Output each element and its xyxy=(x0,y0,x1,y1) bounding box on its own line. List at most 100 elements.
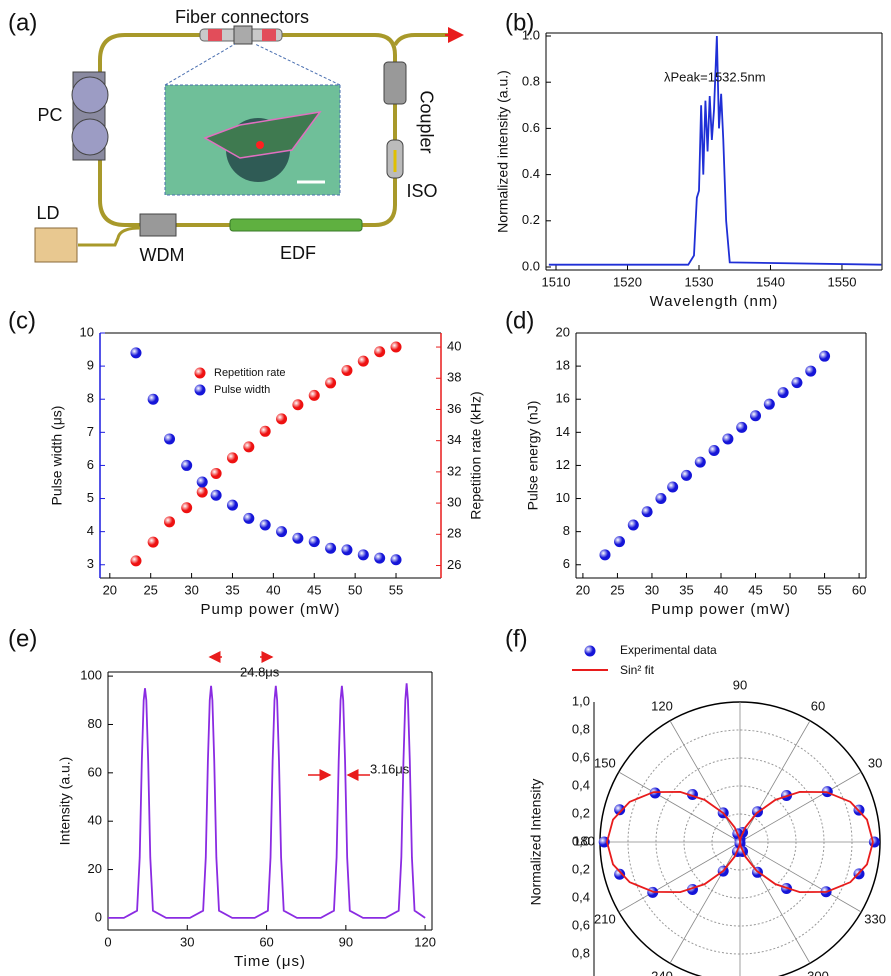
x-tick-label: 50 xyxy=(783,582,797,597)
x-tick-label: 90 xyxy=(339,934,353,949)
legend-marker xyxy=(194,384,206,396)
y-tick-label: 5 xyxy=(87,490,94,505)
point xyxy=(614,868,626,880)
point xyxy=(341,544,353,556)
x-tick-label: 0 xyxy=(104,934,111,949)
y-tick-label: 100 xyxy=(80,668,102,683)
x-tick-label: 30 xyxy=(180,934,194,949)
point xyxy=(226,499,238,511)
fiber-loop xyxy=(98,33,397,227)
pc-coil xyxy=(71,76,109,114)
point xyxy=(357,355,369,367)
x-tick-label: 35 xyxy=(225,582,239,597)
point xyxy=(750,410,762,422)
point xyxy=(341,364,353,376)
y-tick-label: 20 xyxy=(556,324,570,339)
x-tick-label: 45 xyxy=(307,582,321,597)
theta-tick-label: 60 xyxy=(811,698,825,713)
point xyxy=(292,532,304,544)
y-tick-label: 3 xyxy=(87,556,94,571)
point xyxy=(868,836,880,848)
point xyxy=(325,542,337,554)
x-axis-label: Pump power (mW) xyxy=(200,601,340,618)
y-tick-label: 10 xyxy=(80,324,94,339)
x-tick-label: 30 xyxy=(184,582,198,597)
line xyxy=(548,35,882,266)
y-tick-label: 0.2 xyxy=(522,212,540,227)
legend-label: Pulse width xyxy=(214,384,270,396)
panel-label: (d) xyxy=(505,307,534,334)
point xyxy=(181,502,193,514)
theta-tick-label: 150 xyxy=(594,755,616,770)
theta-tick-label: 120 xyxy=(651,698,673,713)
point xyxy=(655,493,667,505)
label: ISO xyxy=(406,181,437,201)
point xyxy=(181,459,193,471)
x-tick-label: 55 xyxy=(817,582,831,597)
y2-tick-label: 30 xyxy=(447,495,461,510)
point xyxy=(147,393,159,405)
y-tick-label: 7 xyxy=(87,424,94,439)
legend-marker xyxy=(584,645,596,657)
x-tick-label: 30 xyxy=(645,582,659,597)
point xyxy=(276,413,288,425)
x-tick-label: 60 xyxy=(852,582,866,597)
r-tick-label: 1,0 xyxy=(572,973,590,976)
r-tick-label: 0,6 xyxy=(572,749,590,764)
point xyxy=(292,399,304,411)
label: WDM xyxy=(140,245,185,265)
point xyxy=(390,341,402,353)
x-tick-label: 45 xyxy=(748,582,762,597)
x-tick-label: 25 xyxy=(143,582,157,597)
point xyxy=(259,519,271,531)
point xyxy=(694,456,706,468)
r-tick-label: 0,2 xyxy=(572,861,590,876)
annotation-arrows xyxy=(208,651,370,781)
y2-tick-label: 26 xyxy=(447,557,461,572)
edf xyxy=(229,218,363,232)
point xyxy=(259,425,271,437)
y-axis-label: Pulse energy (nJ) xyxy=(525,401,541,511)
y-tick-label: 4 xyxy=(87,523,94,538)
pc-coil xyxy=(71,118,109,156)
panel-label: (f) xyxy=(505,625,528,652)
theta-tick-label: 210 xyxy=(594,911,616,926)
spoke xyxy=(618,771,741,843)
spoke xyxy=(669,720,741,843)
point xyxy=(243,512,255,524)
x-tick-label: 40 xyxy=(714,582,728,597)
point xyxy=(680,469,692,481)
x-tick-label: 20 xyxy=(103,582,117,597)
point xyxy=(374,552,386,564)
y-tick-label: 0.4 xyxy=(522,166,540,181)
point xyxy=(763,398,775,410)
r-tick-label: 0,6 xyxy=(572,917,590,932)
r-tick-label: 0,0 xyxy=(572,833,590,848)
point xyxy=(226,452,238,464)
annotation: 3.16μs xyxy=(370,761,410,776)
y-tick-label: 9 xyxy=(87,358,94,373)
r-tick-label: 0,8 xyxy=(572,945,590,960)
point xyxy=(243,441,255,453)
point xyxy=(736,421,748,433)
fit-line xyxy=(606,790,874,894)
y-tick-label: 0.6 xyxy=(522,120,540,135)
wdm xyxy=(139,213,177,237)
point xyxy=(614,804,626,816)
x-tick-label: 60 xyxy=(259,934,273,949)
label: Fiber connectors xyxy=(175,7,309,27)
x-tick-label: 35 xyxy=(679,582,693,597)
y-tick-label: 20 xyxy=(88,861,102,876)
y-tick-label: 12 xyxy=(556,457,570,472)
theta-tick-label: 300 xyxy=(807,969,829,976)
point xyxy=(708,445,720,457)
y-tick-label: 14 xyxy=(556,424,570,439)
y-tick-label: 10 xyxy=(556,490,570,505)
y-axis-label: Intensity (a.u.) xyxy=(57,757,73,846)
line xyxy=(108,683,426,919)
panel-label: (b) xyxy=(505,9,534,36)
spoke xyxy=(739,771,862,843)
r-tick-label: 1,0 xyxy=(572,693,590,708)
spoke xyxy=(739,841,862,913)
ld xyxy=(34,227,78,263)
